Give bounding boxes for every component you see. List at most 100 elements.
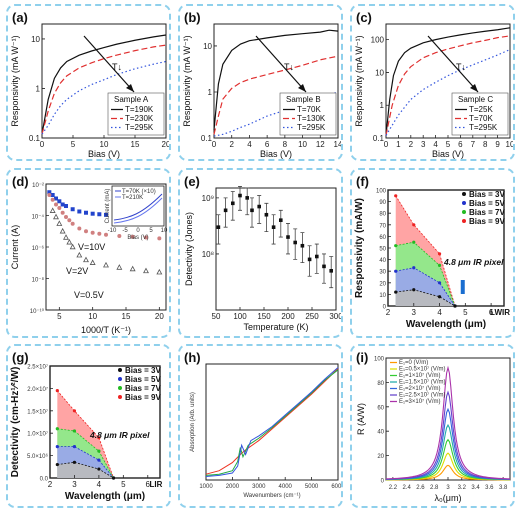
d-xlabel: 1000/T (K⁻¹) [81,325,131,335]
a-xtick-label: 10 [100,140,109,149]
d-ytick-label: 10⁻⁶ [32,245,45,252]
b-xtick-label: 0 [212,140,217,149]
d-series-2-point [56,220,63,226]
d-series-2-point [143,267,149,274]
d-series-0-point [97,212,102,217]
b-legend-item: T=70K [297,105,321,114]
h-xtick-label: 1000 [199,484,213,490]
f-series-0-point [394,290,398,294]
f-legend-item: Bias = 9V [469,217,505,226]
c-series-0-line [385,27,511,136]
d-series-2-point [89,259,96,265]
f-legend-item: Bias = 5V [469,199,505,208]
d-series-2-point [59,227,66,234]
h-xtick-label: 2000 [226,484,240,490]
a-ytick-label: 10 [31,35,40,44]
i-legend-item: E₁=0.5×10⁷ (V/m) [399,366,446,373]
f-ytick-label: 50 [379,247,386,253]
i-xlabel: λ₀(μm) [435,493,462,503]
c-ytick-label: 10 [375,68,384,77]
e-series-0-point [257,204,261,209]
d-series-1-point [54,202,58,207]
f-ytick-label: 10 [379,293,386,299]
d-series-2-point [83,256,89,263]
f-panel-label: (f) [356,174,369,189]
d-xtick-label: 20 [155,312,164,321]
d-inset-curve-70k [113,193,163,221]
a-xtick-label: 0 [40,140,45,149]
f-ytick-label: 80 [379,212,386,218]
a-trend-arrowhead [126,84,134,92]
i-series-2-line [385,438,511,481]
e-series-0-point [216,225,221,229]
c-trend-arrow [427,35,479,93]
b-xlabel: Bias (V) [260,149,292,159]
d-xtick-label: 15 [122,312,131,321]
e-xtick-label: 300 [329,312,343,321]
d-inset-curve-210k [113,197,163,224]
e-series-0-point [264,212,269,217]
e-series-0-point [279,218,283,222]
f-xtick-label: 3 [412,308,417,317]
a-legend-title: Sample A [114,95,149,104]
f-legend-swatch [462,210,466,214]
a-xlabel: Bias (V) [88,149,120,159]
c-xtick-label: 5 [446,140,451,149]
d-annotation-v05: V=0.5V [74,290,104,300]
i-xtick-label: 2.2 [389,485,398,491]
d-inset-xlabel: Bias (V) [127,235,148,241]
g-ytick-label: 2.5×10⁷ [27,364,48,371]
g-legend-swatch [118,386,122,390]
a-xtick-label: 20 [162,140,171,149]
f-legend-item: Bias = 3V [469,190,505,199]
i-xtick-label: 3.4 [471,485,480,491]
d-inset-xtick-label: 5 [149,228,153,234]
b-trend-annotation: T↓ [284,62,294,72]
h-xlabel: Wavenumbers (cm⁻¹) [243,493,300,499]
c-xtick-label: 8 [483,140,488,149]
b-ytick-label: 1 [208,88,213,97]
e-series-0-point [322,264,326,269]
d-series-0-point [104,212,108,217]
c-panel-label: (c) [356,10,372,25]
c-legend-item: T=25K [469,105,493,114]
g-pixel-annotation: 4.8 μm IR pixel [89,430,150,440]
d-series-0-point [60,202,65,207]
b-xtick-label: 4 [247,140,252,149]
c-xtick-label: 0 [384,140,389,149]
e-series-0-point [300,243,305,248]
f-series-1-point [394,269,398,273]
g-series-2-point [72,429,77,433]
i-ylabel: R (A/W) [356,403,366,435]
c-trend-arrowhead [470,84,478,92]
h-axes-frame [205,363,339,481]
b-series-1-line [213,55,339,135]
f-xtick-label: 6 [489,308,494,317]
panel-e: (e) 50 100 150 200 250 300 10⁸ 10⁹ Temperature (K… [178,168,343,338]
g-xlabel: Wavelength (μm) [65,491,145,502]
f-xtick-label: 2 [386,308,391,317]
e-ytick-label: 10⁸ [202,250,214,259]
g-series-0-point [97,467,101,471]
b-trend-arrowhead [298,84,306,92]
d-series-2-point [66,238,73,245]
e-xtick-label: 100 [233,312,247,321]
b-xtick-label: 14 [334,140,343,149]
d-panel-label: (d) [12,174,29,189]
f-xtick-label: 5 [463,308,468,317]
c-ylabel: Responsivity (mA W⁻¹) [354,35,364,126]
b-xtick-label: 12 [316,140,325,149]
g-series-0-point [111,476,116,480]
d-series-2-point [156,268,163,275]
h-series-1-line [205,369,339,476]
d-series-0-point [84,210,88,215]
d-series-1-point [77,226,82,231]
f-series-1-point [412,266,416,270]
chart-b-svg: (b) 0 2 4 6 8 10 12 14 0.1 1 10 Bias (V) Responsivity… [182,10,343,159]
c-ytick-label: 0.1 [373,134,385,143]
c-xtick-label: 9 [495,140,500,149]
c-trend-annotation: T↓ [456,62,466,72]
f-series-0-line [395,289,456,307]
f-ytick-label: 60 [379,235,386,241]
d-series-2-point [49,207,56,213]
